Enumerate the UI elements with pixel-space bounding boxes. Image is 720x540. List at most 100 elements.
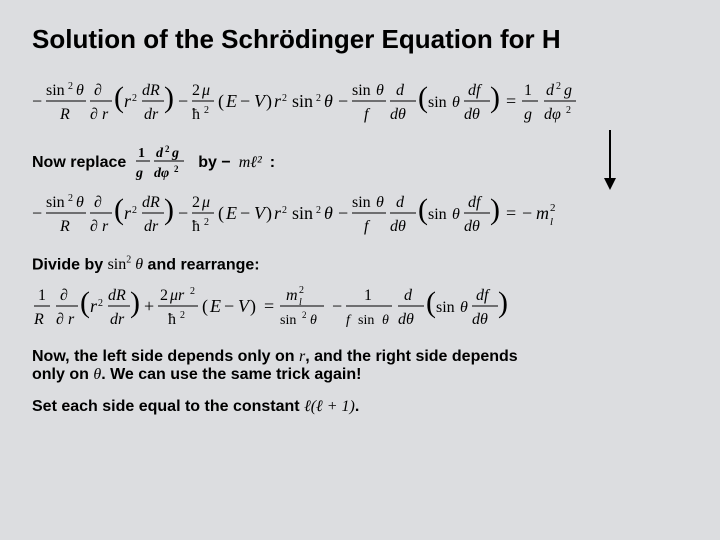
svg-text:2: 2: [316, 205, 321, 216]
replace-text-b: by −: [198, 154, 230, 172]
svg-text:g: g: [524, 106, 532, 123]
svg-text:2: 2: [192, 82, 200, 99]
svg-text:1: 1: [38, 287, 46, 304]
svg-text:): ): [490, 193, 500, 226]
svg-text:r: r: [90, 296, 98, 316]
svg-text:2: 2: [174, 164, 179, 174]
svg-text:∂: ∂: [94, 82, 102, 99]
svg-text:r: r: [274, 203, 282, 223]
svg-text:2: 2: [68, 81, 73, 92]
svg-text:−: −: [224, 296, 234, 316]
svg-text:2: 2: [556, 81, 561, 92]
svg-text:sin: sin: [46, 194, 65, 211]
svg-text:θ: θ: [76, 82, 84, 99]
svg-text:(: (: [426, 286, 436, 319]
svg-text:R: R: [33, 311, 44, 328]
svg-text:2: 2: [190, 286, 195, 297]
now-line-2: only on θ. We can use the same trick aga…: [32, 366, 688, 384]
svg-text:2: 2: [302, 310, 307, 320]
svg-text:θ: θ: [76, 194, 84, 211]
svg-text:2: 2: [98, 298, 103, 309]
svg-text:f: f: [346, 313, 352, 328]
divide-line: Divide by sin2 θ and rearrange:: [32, 255, 688, 274]
svg-text:): ): [490, 81, 500, 114]
svg-text:(: (: [418, 81, 428, 114]
svg-text:dr: dr: [144, 106, 159, 123]
ml2-symbol: mℓ²: [239, 154, 262, 172]
svg-text:(: (: [202, 296, 208, 317]
svg-text:ħ: ħ: [192, 218, 200, 235]
now-text-4: . We can use the same trick again!: [101, 366, 361, 383]
svg-text:): ): [250, 296, 256, 317]
svg-text:θ: θ: [460, 299, 468, 316]
now-text-3: only on: [32, 366, 93, 383]
svg-text:d: d: [396, 82, 405, 99]
svg-text:sin: sin: [292, 203, 313, 223]
svg-text:2: 2: [282, 93, 287, 104]
svg-text:θ: θ: [452, 94, 460, 111]
svg-text:dr: dr: [110, 311, 125, 328]
svg-text:dθ: dθ: [390, 106, 406, 123]
svg-text:μ: μ: [201, 194, 210, 211]
svg-text:2: 2: [299, 285, 304, 296]
svg-text:l: l: [550, 216, 553, 228]
ll1-symbol: ℓ(ℓ + 1): [304, 398, 355, 415]
svg-text:sin: sin: [46, 82, 65, 99]
svg-text:r: r: [68, 311, 75, 328]
svg-text:2: 2: [192, 194, 200, 211]
svg-text:−: −: [522, 203, 532, 223]
svg-text:−: −: [338, 203, 348, 223]
svg-text:r: r: [124, 91, 132, 111]
replace-text-c: :: [270, 154, 275, 172]
svg-text:2: 2: [132, 93, 137, 104]
svg-text:dθ: dθ: [390, 218, 406, 235]
svg-text:∂: ∂: [94, 194, 102, 211]
svg-text:sin: sin: [436, 299, 455, 316]
svg-text:−: −: [240, 91, 250, 111]
svg-text:g: g: [564, 82, 572, 99]
svg-text:−: −: [240, 203, 250, 223]
svg-text:2: 2: [282, 205, 287, 216]
svg-text:ħ: ħ: [168, 311, 176, 328]
svg-text:−: −: [32, 203, 42, 223]
svg-text:2: 2: [165, 144, 170, 154]
slide: Solution of the Schrödinger Equation for…: [0, 0, 720, 540]
page-title: Solution of the Schrödinger Equation for…: [32, 24, 688, 55]
svg-text:sin: sin: [280, 313, 296, 328]
svg-text:+: +: [144, 296, 154, 316]
svg-text:sin: sin: [352, 82, 371, 99]
svg-text:1: 1: [524, 82, 532, 99]
replace-text-a: Now replace: [32, 154, 126, 172]
svg-text:ħ: ħ: [192, 106, 200, 123]
arrow-icon: [600, 128, 620, 197]
svg-text:): ): [498, 286, 508, 319]
svg-text:dr: dr: [144, 218, 159, 235]
replace-line: Now replace 1 g d2g dφ2 by −mℓ²:: [32, 143, 688, 183]
svg-text:μ: μ: [201, 82, 210, 99]
svg-text:θ: θ: [324, 91, 333, 111]
svg-text:1: 1: [138, 146, 145, 161]
svg-text:∂: ∂: [90, 106, 98, 123]
equation-1: − sin2θ R ∂ ∂r ( r2 dR dr ) − 2μ ħ2 (E−V…: [32, 77, 688, 125]
svg-text:dθ: dθ: [464, 218, 480, 235]
svg-text:sin: sin: [428, 94, 447, 111]
svg-text:(: (: [80, 286, 90, 319]
svg-text:sin: sin: [352, 194, 371, 211]
svg-text:sin: sin: [358, 313, 374, 328]
svg-text:d: d: [546, 82, 555, 99]
svg-text:2: 2: [204, 105, 209, 116]
svg-text:2: 2: [204, 217, 209, 228]
svg-text:=: =: [506, 203, 516, 223]
svg-text:θ: θ: [376, 82, 384, 99]
svg-text:2: 2: [160, 287, 168, 304]
svg-text:sin: sin: [292, 91, 313, 111]
svg-text:θ: θ: [452, 206, 460, 223]
svg-text:R: R: [59, 218, 70, 235]
svg-text:1: 1: [364, 287, 372, 304]
svg-text:−: −: [338, 91, 348, 111]
divide-text: Divide by sin2 θ and rearrange:: [32, 256, 260, 273]
svg-text:dR: dR: [108, 287, 126, 304]
svg-text:∂: ∂: [90, 218, 98, 235]
svg-text:μr: μr: [169, 287, 185, 304]
svg-text:r: r: [274, 91, 282, 111]
